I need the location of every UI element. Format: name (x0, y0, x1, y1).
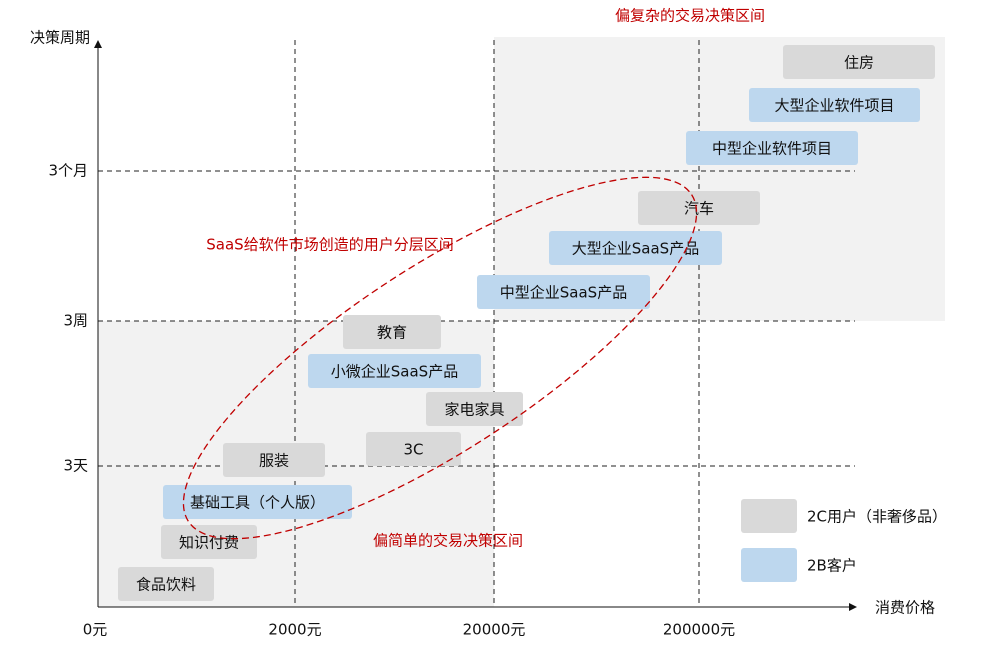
item-label: 知识付费 (179, 534, 239, 552)
item-box (686, 131, 858, 165)
item-box (477, 275, 650, 309)
x-tick: 2000元 (268, 621, 321, 639)
item-label: 家电家具 (444, 401, 504, 419)
item-label: 汽车 (684, 200, 714, 218)
x-tick: 200000元 (663, 621, 735, 639)
legend-label: 2B客户 (807, 557, 857, 575)
item-label: 大型企业软件项目 (774, 97, 894, 115)
item-box (366, 432, 461, 466)
legend-swatch (741, 499, 797, 533)
item-label: 中型企业SaaS产品 (500, 284, 627, 302)
saas-ellipse (182, 176, 698, 540)
x-tick: 20000元 (463, 621, 526, 639)
y-title: 决策周期 (30, 29, 90, 47)
item-box (638, 191, 760, 225)
item-label: 小微企业SaaS产品 (331, 363, 458, 381)
item-label: 教育 (377, 324, 407, 342)
legend-label: 2C用户（非奢侈品） (807, 508, 947, 526)
legend-swatch (741, 548, 797, 582)
item-box (163, 485, 352, 519)
annotation: 偏简单的交易决策区间 (373, 532, 523, 550)
y-tick: 3周 (63, 312, 88, 330)
item-box (223, 443, 325, 477)
item-label: 3C (403, 441, 423, 459)
x-title: 消费价格 (875, 599, 935, 617)
item-box (783, 45, 935, 79)
item-label: 食品饮料 (136, 576, 196, 594)
y-tick: 3天 (63, 457, 88, 475)
item-box (343, 315, 441, 349)
item-box (426, 392, 523, 426)
item-label: 基础工具（个人版） (190, 494, 325, 512)
complex-zone (494, 37, 945, 321)
item-label: 中型企业软件项目 (712, 140, 832, 158)
item-box (549, 231, 722, 265)
y-tick: 3个月 (48, 162, 88, 180)
annotation: 偏复杂的交易决策区间 (615, 7, 765, 25)
item-label: 服装 (259, 452, 289, 470)
item-label: 住房 (844, 54, 874, 72)
item-box (749, 88, 920, 122)
item-box (118, 567, 214, 601)
item-label: 大型企业SaaS产品 (572, 240, 699, 258)
item-box (161, 525, 257, 559)
annotation: SaaS给软件市场创造的用户分层区间 (206, 236, 453, 254)
x-tick: 0元 (83, 621, 108, 639)
item-box (308, 354, 481, 388)
